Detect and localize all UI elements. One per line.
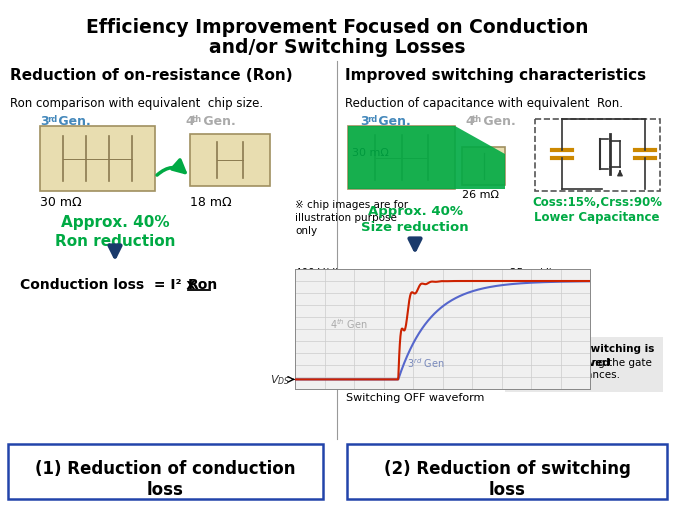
Text: Approx. 40%
Size reduction: Approx. 40% Size reduction — [361, 205, 469, 233]
Text: Approx. 40%
Ron reduction: Approx. 40% Ron reduction — [55, 215, 176, 248]
Bar — [348, 127, 455, 189]
Text: 400 V/div: 400 V/div — [295, 268, 344, 277]
Bar — [8, 444, 323, 499]
Bar — [535, 120, 660, 191]
Polygon shape — [348, 127, 505, 189]
Bar — [347, 444, 667, 499]
Text: Conduction loss  = I² x: Conduction loss = I² x — [20, 277, 200, 291]
Text: 30 mΩ: 30 mΩ — [40, 195, 82, 209]
Text: Reduction of on-resistance (Ron): Reduction of on-resistance (Ron) — [10, 68, 293, 83]
Text: 25 ns/div: 25 ns/div — [510, 268, 558, 277]
Text: Switching OFF waveform: Switching OFF waveform — [346, 392, 484, 402]
Text: Gen.: Gen. — [199, 115, 236, 128]
Text: Improved switching characteristics: Improved switching characteristics — [345, 68, 646, 83]
Text: $V_{DS}$: $V_{DS}$ — [270, 373, 290, 386]
Text: th: th — [472, 115, 482, 124]
Text: Efficiency Improvement Focused on Conduction: Efficiency Improvement Focused on Conduc… — [86, 18, 588, 37]
Text: 4: 4 — [185, 115, 194, 128]
Text: rd: rd — [367, 115, 377, 124]
Text: 4$^{th}$ Gen: 4$^{th}$ Gen — [330, 317, 368, 330]
Bar — [190, 135, 270, 187]
Text: Gen.: Gen. — [54, 115, 90, 128]
Text: achieved: achieved — [558, 358, 610, 367]
Text: Gen.: Gen. — [374, 115, 411, 128]
Text: Ron: Ron — [188, 277, 218, 291]
Text: Coss:15%,Crss:90%
Lower Capacitance: Coss:15%,Crss:90% Lower Capacitance — [532, 195, 662, 224]
Bar — [505, 337, 663, 392]
Text: (1) Reduction of conduction
loss: (1) Reduction of conduction loss — [34, 459, 295, 498]
Text: th: th — [192, 115, 202, 124]
Text: 3: 3 — [40, 115, 49, 128]
Text: Reduction of capacitance with equivalent  Ron.: Reduction of capacitance with equivalent… — [345, 97, 623, 110]
Text: ※ chip images are for
illustration purpose
only: ※ chip images are for illustration purpo… — [295, 199, 408, 236]
Text: 3$^{rd}$ Gen: 3$^{rd}$ Gen — [407, 356, 445, 370]
Bar — [40, 127, 155, 191]
Text: Gen.: Gen. — [479, 115, 516, 128]
Text: 4: 4 — [465, 115, 474, 128]
Bar — [462, 147, 505, 186]
Text: 18 mΩ: 18 mΩ — [190, 195, 232, 209]
Text: Ron comparison with equivalent  chip size.: Ron comparison with equivalent chip size… — [10, 97, 263, 110]
Text: capacitances.: capacitances. — [548, 369, 620, 379]
Text: High-speed switching is: High-speed switching is — [514, 343, 654, 354]
Text: rd: rd — [47, 115, 57, 124]
Text: by reducing the gate: by reducing the gate — [516, 358, 651, 367]
Text: 30 mΩ: 30 mΩ — [352, 147, 389, 158]
Text: 3: 3 — [360, 115, 369, 128]
Text: and/or Switching Losses: and/or Switching Losses — [209, 38, 465, 57]
Text: 26 mΩ: 26 mΩ — [462, 189, 499, 199]
Text: (2) Reduction of switching
loss: (2) Reduction of switching loss — [383, 459, 630, 498]
